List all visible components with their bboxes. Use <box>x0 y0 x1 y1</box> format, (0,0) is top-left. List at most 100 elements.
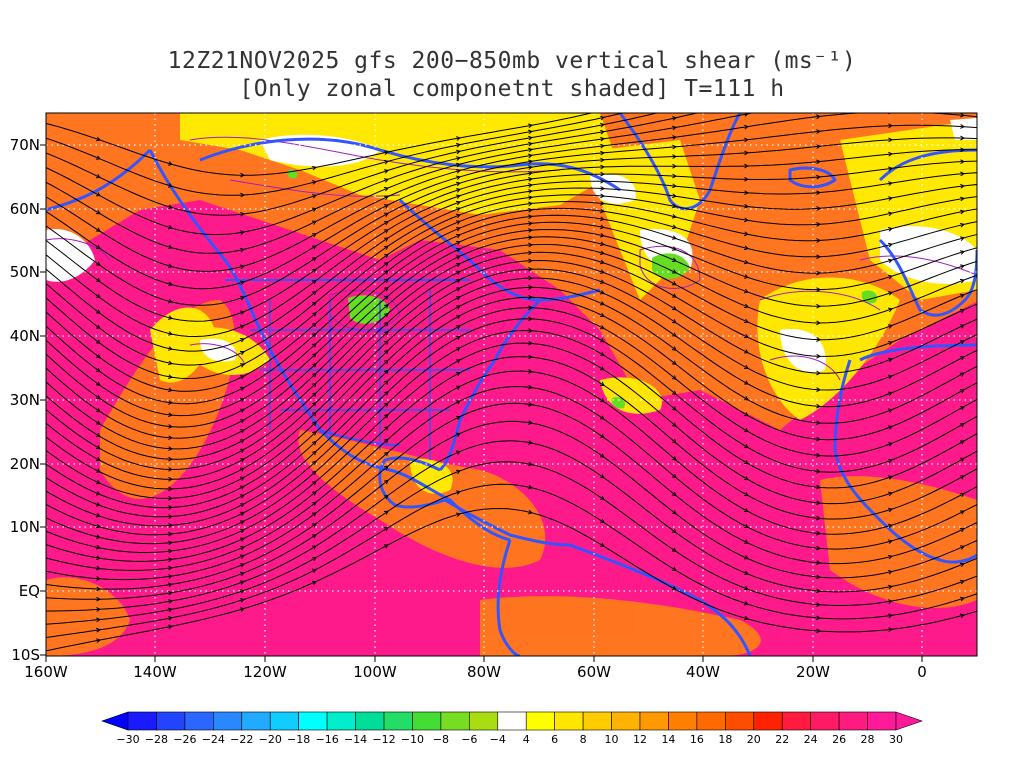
streamline-arrow <box>239 363 245 368</box>
streamline-arrow <box>455 207 461 212</box>
streamline-arrow <box>600 338 605 343</box>
streamline-arrow <box>240 192 246 198</box>
streamline-arrow <box>671 332 677 337</box>
streamline-arrow <box>528 369 534 374</box>
streamline-arrow <box>816 114 822 120</box>
streamline-arrow <box>816 287 822 292</box>
streamline-arrow <box>528 509 534 515</box>
streamline-arrow <box>240 448 245 454</box>
streamline-arrow <box>528 235 534 240</box>
streamline-arrow <box>455 359 461 364</box>
streamline-arrow <box>599 495 605 501</box>
streamline-arrow <box>672 173 678 179</box>
streamline-arrow <box>311 268 317 274</box>
streamline <box>46 507 977 652</box>
streamline-arrow <box>456 490 461 495</box>
streamline-arrow <box>95 324 101 330</box>
streamline <box>46 149 977 322</box>
streamline-arrow <box>240 172 246 178</box>
streamline-arrow <box>239 503 245 508</box>
streamline-arrow <box>383 286 389 292</box>
streamline-arrow <box>528 207 534 213</box>
streamline-arrow <box>95 479 101 485</box>
streamline-arrow <box>888 83 892 87</box>
streamline-arrow <box>96 544 102 550</box>
streamline <box>46 286 977 509</box>
colorbar-swatch <box>725 711 755 731</box>
streamline-arrow <box>887 258 894 264</box>
streamline-arrow <box>743 318 749 323</box>
colorbar-swatch <box>440 711 470 731</box>
streamline-arrow <box>528 384 534 390</box>
streamline-arrow <box>887 507 894 513</box>
streamline-arrow <box>671 246 677 251</box>
streamline-arrow <box>743 555 749 560</box>
colorbar-swatch <box>156 711 186 731</box>
streamline-arrow <box>599 518 605 524</box>
streamline <box>46 137 977 306</box>
streamline-arrow <box>528 275 534 281</box>
streamline-arrow <box>311 332 317 338</box>
streamline-arrow <box>672 510 677 515</box>
streamline-arrow <box>888 181 894 186</box>
streamline-arrow <box>311 257 317 262</box>
streamline-arrow <box>599 241 606 247</box>
lon-label-40w: 40W <box>686 663 720 681</box>
streamline-arrow <box>744 380 749 385</box>
streamline-arrow <box>816 57 820 61</box>
streamline-arrow <box>960 124 966 129</box>
streamline-arrow <box>816 303 822 309</box>
streamline-arrow <box>239 419 245 424</box>
streamline-arrow <box>528 285 534 290</box>
streamline-arrow <box>383 425 389 431</box>
streamline-arrow <box>312 233 317 238</box>
streamline-arrow <box>240 247 246 253</box>
streamline-arrow <box>456 194 461 199</box>
streamline-arrow <box>167 161 173 166</box>
streamline-arrow <box>959 613 966 619</box>
streamline-arrow <box>383 253 389 259</box>
streamline-arrow <box>311 523 317 528</box>
streamline-arrow <box>888 57 892 61</box>
streamline-arrow <box>744 100 748 104</box>
lon-label-80w: 80W <box>467 663 501 681</box>
lat-label-70n: 70N <box>9 136 40 154</box>
streamline-arrow <box>599 290 605 295</box>
streamline-arrow <box>239 338 245 343</box>
streamline-arrow <box>744 87 748 91</box>
streamline-arrow <box>743 570 749 575</box>
streamline-arrow <box>455 287 461 292</box>
colorbar-swatch <box>781 711 811 731</box>
streamline-arrow <box>744 217 750 223</box>
streamline <box>46 160 977 338</box>
streamline <box>46 194 977 380</box>
streamline-arrow <box>671 224 677 230</box>
streamline-arrow <box>455 162 462 168</box>
streamline-arrow <box>455 263 461 268</box>
streamline-arrow <box>600 143 606 149</box>
streamline-arrow <box>960 389 965 394</box>
streamline-arrow <box>816 530 822 536</box>
streamline <box>46 251 977 471</box>
streamline-arrow <box>959 236 966 241</box>
streamline-arrow <box>311 534 317 539</box>
streamline-arrow <box>600 171 606 177</box>
streamline-arrow <box>528 328 534 334</box>
lon-label-0: 0 <box>917 663 927 681</box>
streamline-arrow <box>383 340 389 345</box>
streamline-arrow <box>168 400 174 405</box>
streamline-arrow <box>168 412 174 418</box>
streamline-arrow <box>455 248 461 253</box>
streamline-arrow <box>600 224 606 230</box>
streamline-arrow <box>168 582 174 588</box>
streamline-arrow <box>599 279 605 284</box>
streamline-arrow <box>456 149 462 155</box>
streamline-arrow <box>456 296 461 301</box>
colorbar-swatch <box>497 711 527 731</box>
streamline <box>46 236 977 450</box>
streamline-arrow <box>816 500 822 506</box>
streamline-arrow <box>239 439 245 444</box>
streamline <box>46 172 977 352</box>
streamline-arrow <box>384 270 389 275</box>
streamline-arrow <box>455 156 462 161</box>
